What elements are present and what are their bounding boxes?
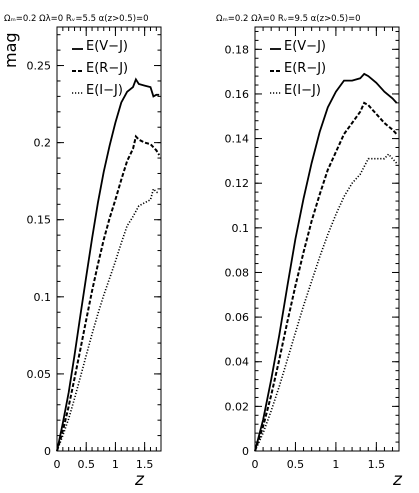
- y-tick-label: 0.1: [34, 291, 52, 304]
- figure-ylabel: mag: [1, 32, 20, 68]
- series-line-1: [56, 77, 160, 452]
- y-tick-label: 0.14: [225, 133, 250, 146]
- x-tick-label: 1: [332, 458, 339, 471]
- y-tick-label: 0: [44, 445, 51, 458]
- x-tick-label: 1: [112, 458, 119, 471]
- chart-panel-2: Ωₘ=0.2 Ωλ=0 Rᵥ=9.5 α(z>0.5)=0 0 0.02 0.04 0.…: [216, 14, 400, 471]
- series-line-2: [254, 101, 398, 452]
- chart-title: Ωₘ=0.2 Ωλ=0 Rᵥ=9.5 α(z>0.5)=0: [216, 14, 361, 24]
- x-tick-label: 0.5: [287, 458, 305, 471]
- y-tick-label: 0.2: [34, 137, 52, 150]
- legend-label: E(I−J): [86, 83, 123, 98]
- series-line-3: [56, 187, 160, 452]
- y-tick-label: 0.02: [225, 400, 250, 413]
- figure-xlabel-right: z: [392, 470, 403, 490]
- chart-panel-1: Ωₘ=0.2 Ωλ=0 Rᵥ=5.5 α(z>0.5)=0 0 0.05 0.1 0.1…: [4, 14, 162, 471]
- y-tick-label: 0: [242, 445, 249, 458]
- y-tick-label: 0.06: [225, 311, 250, 324]
- x-tick-label: 1.5: [136, 458, 154, 471]
- legend-label: E(R−J): [86, 61, 128, 76]
- legend: E(V−J) E(R−J) E(I−J): [270, 39, 326, 98]
- series-line-2: [56, 134, 161, 452]
- y-tick-label: 0.25: [27, 60, 52, 73]
- y-tick-label: 0.04: [225, 356, 250, 369]
- series-line-1: [254, 72, 398, 452]
- series-line-3: [254, 153, 398, 452]
- x-tick-label: 0.5: [77, 458, 95, 471]
- y-tick-label: 0.05: [27, 368, 52, 381]
- plot-frame: [254, 26, 400, 452]
- legend-label: E(R−J): [284, 61, 326, 76]
- legend-label: E(V−J): [284, 39, 326, 54]
- y-tick-label: 0.1: [232, 222, 250, 235]
- y-tick-label: 0.18: [225, 43, 250, 56]
- y-tick-label: 0.08: [225, 266, 250, 279]
- legend: E(V−J) E(R−J) E(I−J): [72, 39, 128, 98]
- y-tick-label: 0.16: [225, 88, 250, 101]
- y-tick-label: 0.12: [225, 177, 250, 190]
- x-tick-label: 0: [54, 458, 61, 471]
- x-tick-label: 1.5: [368, 458, 386, 471]
- y-tick-label: 0.15: [27, 214, 52, 227]
- plot-frame: [56, 26, 162, 452]
- legend-label: E(I−J): [284, 83, 321, 98]
- figure-xlabel-left: z: [134, 470, 145, 490]
- chart-title: Ωₘ=0.2 Ωλ=0 Rᵥ=5.5 α(z>0.5)=0: [4, 14, 149, 24]
- x-tick-label: 0: [252, 458, 259, 471]
- legend-label: E(V−J): [86, 39, 128, 54]
